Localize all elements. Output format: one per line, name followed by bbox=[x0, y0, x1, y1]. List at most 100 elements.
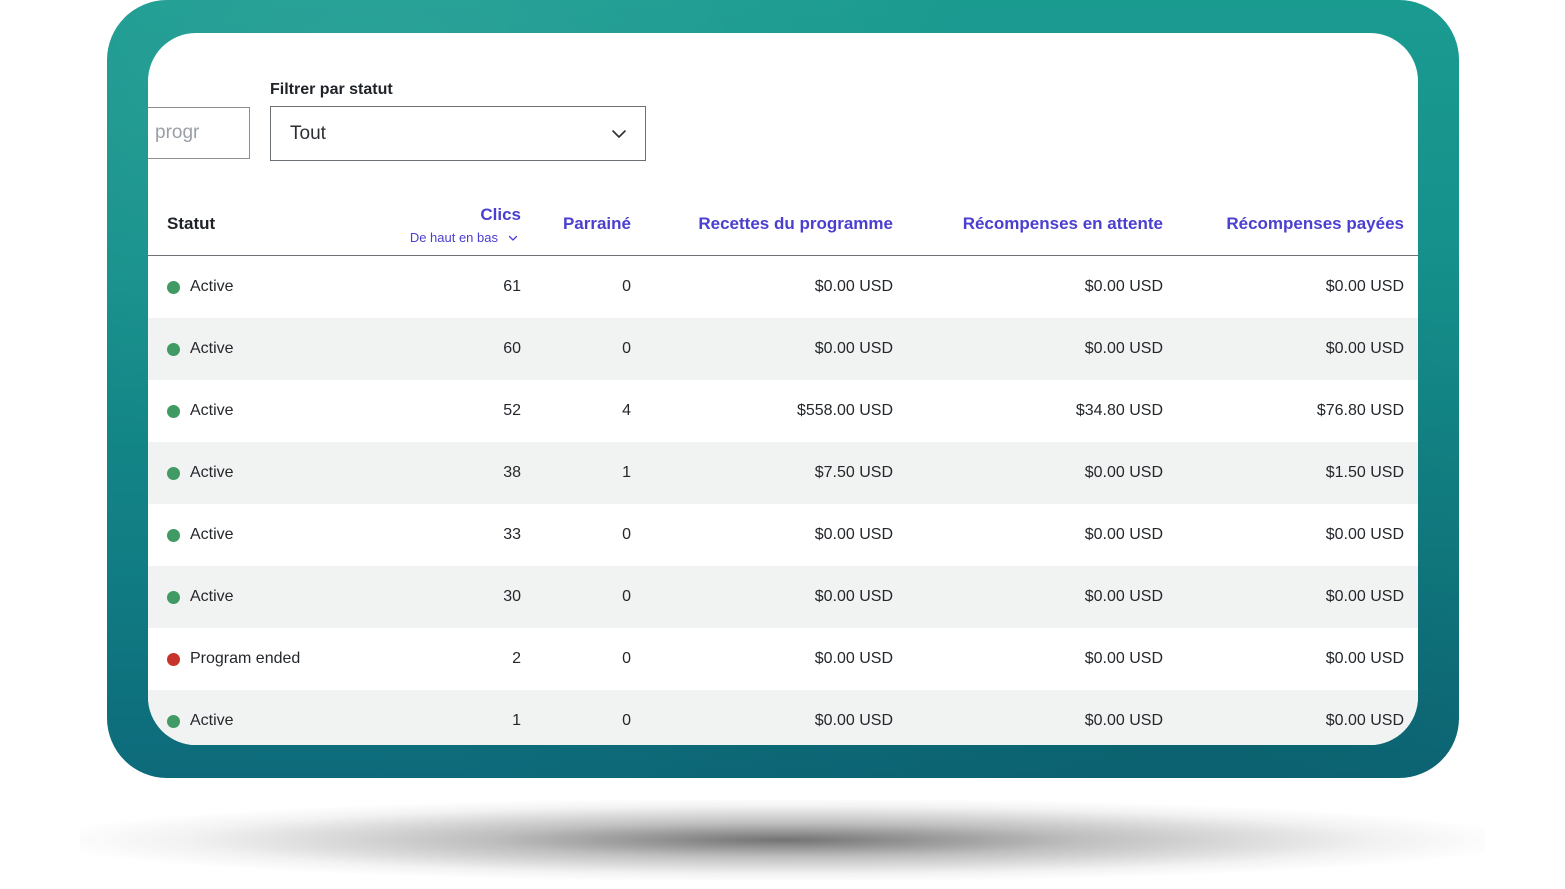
cell-payees: $0.00 USD bbox=[1163, 690, 1404, 745]
cell-clics: 2 bbox=[512, 650, 521, 667]
cell-recettes: $0.00 USD bbox=[814, 278, 893, 295]
column-header-attente[interactable]: Récompenses en attente bbox=[893, 193, 1163, 256]
cell-spacer bbox=[1404, 628, 1418, 690]
programs-table: Statut Clics De haut en bas P bbox=[148, 193, 1418, 745]
cell-recettes: $0.00 USD bbox=[814, 650, 893, 667]
status-label: Program ended bbox=[190, 650, 301, 667]
sort-order-label: De haut en bas bbox=[409, 230, 498, 245]
filter-status-value: Tout bbox=[290, 122, 326, 144]
filter-status-label: Filtrer par statut bbox=[270, 81, 393, 98]
cell-payees: $0.00 USD bbox=[1163, 318, 1404, 380]
cell-status: Active bbox=[148, 690, 363, 745]
cell-clics: 52 bbox=[503, 402, 521, 419]
search-input[interactable]: progr bbox=[148, 107, 250, 159]
table-row[interactable]: Active 1 0 $0.00 USD $0.00 USD $0.00 USD bbox=[148, 690, 1418, 745]
status-dot-icon bbox=[167, 714, 180, 728]
cell-clics: 1 bbox=[363, 690, 521, 745]
status-label: Active bbox=[190, 402, 234, 419]
cell-status: Program ended bbox=[148, 628, 363, 690]
cell-clics: 60 bbox=[363, 318, 521, 380]
column-header-spacer bbox=[1404, 193, 1418, 256]
cell-status: Active bbox=[148, 256, 363, 319]
cell-payees: $0.00 USD bbox=[1325, 278, 1404, 295]
status-label: Active bbox=[190, 340, 234, 357]
chevron-down-icon bbox=[612, 130, 626, 138]
table-row[interactable]: Active 30 0 $0.00 USD $0.00 USD $0.00 USD bbox=[148, 566, 1418, 628]
cell-spacer bbox=[1404, 504, 1418, 566]
status-label: Active bbox=[190, 464, 234, 481]
cell-spacer bbox=[1404, 256, 1418, 319]
column-header-parraine[interactable]: Parrainé bbox=[521, 193, 631, 256]
cell-status: Active bbox=[148, 504, 363, 566]
table-row[interactable]: Active 52 4 $558.00 USD $34.80 USD $76.80 USD bbox=[148, 380, 1418, 442]
cell-attente: $0.00 USD bbox=[1084, 278, 1163, 295]
cell-recettes: $0.00 USD bbox=[631, 566, 893, 628]
cell-parraine: 0 bbox=[622, 650, 631, 667]
cell-recettes: $7.50 USD bbox=[631, 442, 893, 504]
cell-payees: $0.00 USD bbox=[1325, 650, 1404, 667]
cell-clics: 38 bbox=[363, 442, 521, 504]
cell-clics: 61 bbox=[503, 278, 521, 295]
cell-payees: $0.00 USD bbox=[1325, 526, 1404, 543]
table-row[interactable]: Active 60 0 $0.00 USD $0.00 USD $0.00 USD bbox=[148, 318, 1418, 380]
status-label: Active bbox=[190, 712, 234, 729]
cell-parraine: 0 bbox=[521, 690, 631, 745]
chevron-down-icon bbox=[508, 235, 518, 241]
status-label: Active bbox=[190, 278, 234, 295]
cell-spacer bbox=[1404, 442, 1418, 504]
app-screen: progr Filtrer par statut Tout Statut bbox=[148, 33, 1418, 745]
status-dot-icon bbox=[167, 342, 180, 356]
cell-payees: $76.80 USD bbox=[1316, 402, 1404, 419]
search-input-text: progr bbox=[155, 122, 200, 143]
cell-parraine: 0 bbox=[521, 318, 631, 380]
cell-status: Active bbox=[148, 318, 363, 380]
cell-status: Active bbox=[148, 566, 363, 628]
cell-spacer bbox=[1404, 380, 1418, 442]
cell-recettes: $558.00 USD bbox=[796, 402, 893, 419]
cell-attente: $0.00 USD bbox=[893, 566, 1163, 628]
column-header-statut: Statut bbox=[148, 193, 363, 256]
status-dot-icon bbox=[167, 280, 180, 294]
status-dot-icon bbox=[167, 404, 180, 418]
cell-spacer bbox=[1404, 318, 1418, 380]
status-dot-icon bbox=[167, 590, 180, 604]
cell-attente: $0.00 USD bbox=[1084, 650, 1163, 667]
cell-parraine: 0 bbox=[622, 278, 631, 295]
status-label: Active bbox=[190, 588, 234, 605]
cell-attente: $0.00 USD bbox=[1084, 526, 1163, 543]
table-row[interactable]: Active 33 0 $0.00 USD $0.00 USD $0.00 USD bbox=[148, 504, 1418, 566]
cell-payees: $1.50 USD bbox=[1163, 442, 1404, 504]
column-header-recettes[interactable]: Recettes du programme bbox=[631, 193, 893, 256]
column-header-clics-label: Clics bbox=[480, 205, 521, 224]
cell-recettes: $0.00 USD bbox=[631, 318, 893, 380]
cell-recettes: $0.00 USD bbox=[631, 690, 893, 745]
floor-shadow bbox=[80, 800, 1485, 880]
cell-parraine: 0 bbox=[521, 566, 631, 628]
cell-clics: 30 bbox=[363, 566, 521, 628]
column-header-payees[interactable]: Récompenses payées bbox=[1163, 193, 1404, 256]
cell-parraine: 0 bbox=[622, 526, 631, 543]
cell-payees: $0.00 USD bbox=[1163, 566, 1404, 628]
cell-clics: 33 bbox=[503, 526, 521, 543]
cell-parraine: 4 bbox=[622, 402, 631, 419]
cell-attente: $0.00 USD bbox=[893, 690, 1163, 745]
table-row[interactable]: Active 61 0 $0.00 USD $0.00 USD $0.00 USD bbox=[148, 256, 1418, 319]
column-header-clics[interactable]: Clics De haut en bas bbox=[363, 193, 521, 256]
status-dot-icon bbox=[167, 652, 180, 666]
status-dot-icon bbox=[167, 466, 180, 480]
cell-attente: $0.00 USD bbox=[893, 318, 1163, 380]
status-label: Active bbox=[190, 526, 234, 543]
table-row[interactable]: Active 38 1 $7.50 USD $0.00 USD $1.50 USD bbox=[148, 442, 1418, 504]
cell-status: Active bbox=[148, 380, 363, 442]
table-header-row: Statut Clics De haut en bas P bbox=[148, 193, 1418, 256]
cell-spacer bbox=[1404, 566, 1418, 628]
sort-order-control[interactable]: De haut en bas bbox=[410, 230, 521, 245]
table-row[interactable]: Program ended 2 0 $0.00 USD $0.00 USD $0.00 U… bbox=[148, 628, 1418, 690]
status-dot-icon bbox=[167, 528, 180, 542]
filter-status-select[interactable]: Tout bbox=[270, 106, 646, 161]
cell-recettes: $0.00 USD bbox=[814, 526, 893, 543]
cell-attente: $34.80 USD bbox=[1075, 402, 1163, 419]
cell-attente: $0.00 USD bbox=[893, 442, 1163, 504]
cell-status: Active bbox=[148, 442, 363, 504]
cell-parraine: 1 bbox=[521, 442, 631, 504]
